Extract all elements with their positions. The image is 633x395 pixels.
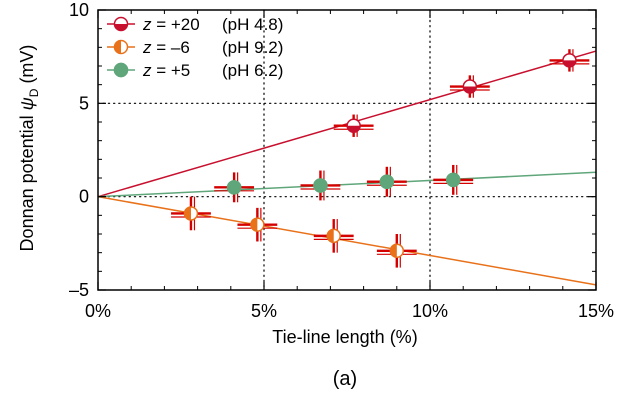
marker — [226, 180, 242, 195]
legend-ph-label: (pH 6.2) — [222, 61, 283, 80]
legend-marker — [113, 62, 129, 78]
fit-line-series-2 — [97, 195, 597, 286]
data-point-series-1-1 — [333, 114, 374, 137]
legend: z = +20 (pH 4.8) z = –6 (pH 9.2) z = +5 (pH 6… — [107, 15, 283, 80]
legend-marker — [113, 16, 129, 32]
legend-entry-3: z = +5 (pH 6.2) — [107, 61, 283, 80]
marker — [379, 174, 395, 189]
data-point-series-2-2 — [237, 207, 278, 242]
x-tick-label: 5% — [251, 301, 277, 321]
legend-entry-2: z = –6 (pH 9.2) — [107, 38, 283, 57]
marker — [326, 228, 341, 244]
data-point-series-3-1 — [214, 172, 255, 203]
marker — [389, 243, 405, 259]
marker — [250, 217, 265, 232]
marker — [445, 172, 461, 188]
marker — [313, 178, 328, 193]
x-axis-label: Tie-line length (%) — [272, 327, 417, 347]
fit-line-series-3 — [97, 171, 597, 198]
x-tick-label: 0% — [85, 301, 111, 321]
fit-lines — [97, 50, 597, 286]
y-axis-label: Donnan potential ψD (mV) — [17, 45, 41, 252]
data-point-series-1-2 — [449, 75, 490, 98]
data-point-series-2-3 — [313, 219, 354, 253]
marker — [346, 118, 361, 133]
tick-labels: 0% 5% 10% 15% –5 0 5 10 — [69, 0, 614, 321]
panel-label: (a) — [333, 368, 357, 390]
marker — [562, 53, 577, 68]
data-point-series-3-4 — [433, 164, 474, 195]
x-tick-label: 15% — [578, 301, 614, 321]
plot-frame — [97, 9, 597, 291]
legend-label: z = –6 — [142, 38, 190, 57]
data-points — [171, 49, 590, 268]
legend-marker — [113, 39, 129, 55]
data-point-series-1-3 — [549, 49, 590, 72]
marker — [462, 79, 478, 94]
legend-entry-1: z = +20 (pH 4.8) — [107, 15, 283, 34]
axes — [97, 9, 597, 291]
marker — [183, 206, 199, 221]
data-point-series-2-4 — [376, 234, 417, 268]
legend-ph-label: (pH 4.8) — [222, 15, 283, 34]
x-tick-label: 10% — [412, 301, 448, 321]
grid-lines — [97, 9, 597, 291]
y-tick-label: 5 — [79, 93, 89, 113]
data-point-series-2-1 — [171, 196, 211, 231]
y-tick-label: 10 — [69, 0, 89, 20]
legend-label: z = +5 — [142, 61, 190, 80]
legend-ph-label: (pH 9.2) — [222, 38, 283, 57]
y-tick-label: –5 — [69, 280, 89, 300]
legend-label: z = +20 — [142, 15, 200, 34]
data-point-series-3-3 — [366, 166, 407, 197]
data-point-series-3-2 — [300, 170, 341, 201]
y-tick-label: 0 — [79, 187, 89, 207]
